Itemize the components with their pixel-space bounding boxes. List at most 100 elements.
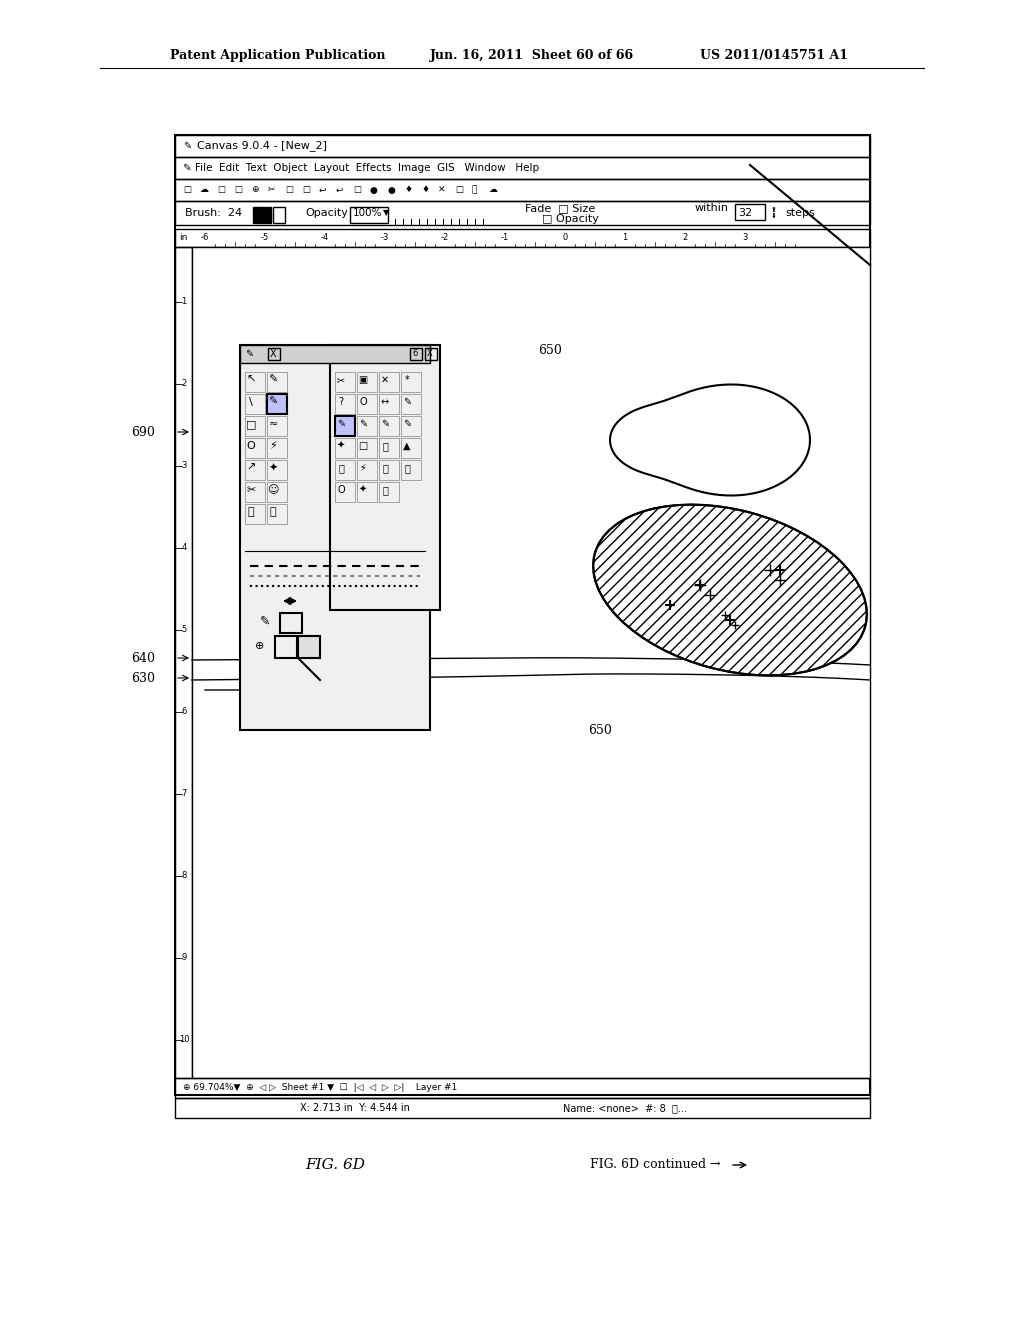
Text: ☐: ☐	[285, 186, 293, 194]
Bar	[357, 482, 377, 502]
Bar	[175, 1098, 870, 1118]
Bar	[379, 372, 399, 392]
Text: 👁: 👁	[404, 463, 410, 473]
Bar	[245, 459, 265, 480]
Text: -4: -4	[321, 234, 329, 243]
Text: ☁: ☁	[200, 186, 209, 194]
Text: ⚡: ⚡	[359, 463, 367, 473]
Text: -1: -1	[501, 234, 509, 243]
Text: X: 2.713 in  Y: 4.544 in: X: 2.713 in Y: 4.544 in	[300, 1104, 410, 1113]
Text: Patent Application Publication: Patent Application Publication	[170, 49, 385, 62]
Text: □ Opacity: □ Opacity	[542, 214, 599, 224]
Text: ✕: ✕	[381, 375, 389, 385]
Text: ✎ File  Edit  Text  Object  Layout  Effects  Image  GIS   Window   Help: ✎ File Edit Text Object Layout Effects I…	[183, 162, 539, 173]
Bar	[245, 416, 265, 436]
Text: □: □	[358, 441, 368, 451]
Bar	[245, 438, 265, 458]
Text: Fade  □ Size: Fade □ Size	[525, 203, 595, 213]
Bar	[175, 1078, 870, 1098]
Text: FIG. 6D continued →: FIG. 6D continued →	[590, 1159, 721, 1172]
Bar	[335, 438, 355, 458]
Text: X: X	[427, 350, 433, 359]
Bar	[275, 636, 297, 657]
Text: Brush:  24: Brush: 24	[185, 209, 242, 218]
Text: -2: -2	[441, 234, 450, 243]
Text: ↗: ↗	[247, 463, 256, 473]
Text: ✎: ✎	[381, 418, 389, 429]
Text: ♦: ♦	[404, 186, 412, 194]
Text: ✕: ✕	[438, 186, 445, 194]
Text: 650: 650	[538, 343, 562, 356]
Bar	[330, 345, 440, 610]
Text: ✦: ✦	[337, 441, 345, 451]
Bar	[175, 247, 193, 1078]
Bar	[335, 416, 355, 436]
Text: ✎: ✎	[183, 141, 191, 150]
Text: in: in	[179, 234, 187, 243]
Text: ☐: ☐	[217, 186, 225, 194]
Text: ✎: ✎	[402, 418, 411, 429]
Text: ⚡: ⚡	[269, 441, 276, 451]
Text: 7: 7	[181, 789, 186, 799]
Bar	[335, 393, 355, 414]
Text: ✋: ✋	[248, 507, 254, 517]
Bar	[175, 157, 870, 180]
Text: -6: -6	[201, 234, 209, 243]
Text: O: O	[247, 441, 255, 451]
Text: 6: 6	[181, 708, 186, 717]
Bar	[267, 372, 287, 392]
Text: ✎: ✎	[402, 397, 411, 407]
Text: Jun. 16, 2011  Sheet 60 of 66: Jun. 16, 2011 Sheet 60 of 66	[430, 49, 634, 62]
Bar	[357, 459, 377, 480]
Bar	[401, 393, 421, 414]
Text: ?: ?	[339, 397, 344, 407]
Text: ▣: ▣	[358, 375, 368, 385]
Text: ✂: ✂	[268, 186, 275, 194]
Text: ⬆
⬇: ⬆ ⬇	[771, 207, 777, 219]
Text: ☁: ☁	[489, 186, 498, 194]
Text: 2: 2	[181, 380, 186, 388]
Bar	[245, 393, 265, 414]
Text: ☐: ☐	[234, 186, 242, 194]
Text: ✦: ✦	[359, 484, 367, 495]
Text: ●: ●	[387, 186, 395, 194]
Text: ☐: ☐	[183, 186, 191, 194]
Bar	[175, 228, 870, 247]
Text: within: within	[695, 203, 729, 213]
Bar	[335, 416, 355, 436]
Text: O: O	[359, 397, 367, 407]
Bar	[335, 372, 355, 392]
Bar	[267, 393, 287, 414]
Text: 4: 4	[181, 544, 186, 553]
Text: 690: 690	[131, 425, 155, 438]
Bar	[280, 612, 302, 634]
Bar	[267, 504, 287, 524]
Bar	[401, 372, 421, 392]
Text: 5: 5	[181, 626, 186, 635]
Text: 1: 1	[623, 234, 628, 243]
Text: US 2011/0145751 A1: US 2011/0145751 A1	[700, 49, 848, 62]
Bar	[245, 504, 265, 524]
Text: ▲: ▲	[403, 441, 411, 451]
Text: □: □	[246, 418, 256, 429]
Text: 650: 650	[588, 723, 612, 737]
Bar	[253, 207, 271, 223]
Bar	[379, 459, 399, 480]
Bar	[268, 348, 280, 360]
Text: 👤: 👤	[338, 463, 344, 473]
Bar	[175, 135, 870, 157]
Ellipse shape	[593, 504, 866, 676]
Bar	[735, 205, 765, 220]
Text: ↖: ↖	[247, 375, 256, 385]
Bar	[357, 393, 377, 414]
Text: ⊕ 69.704%▼  ⊕  ◁ ▷  Sheet #1 ▼  ☐  |◁  ◁  ▷  ▷|    Layer #1: ⊕ 69.704%▼ ⊕ ◁ ▷ Sheet #1 ▼ ☐ |◁ ◁ ▷ ▷| …	[183, 1084, 458, 1093]
Bar	[357, 438, 377, 458]
Text: ↩: ↩	[319, 186, 327, 194]
Text: ↩: ↩	[336, 186, 343, 194]
Bar	[335, 459, 355, 480]
Bar	[410, 348, 422, 360]
Text: ✂: ✂	[337, 375, 345, 385]
Text: 0: 0	[562, 234, 567, 243]
Bar	[401, 459, 421, 480]
Bar	[425, 348, 437, 360]
